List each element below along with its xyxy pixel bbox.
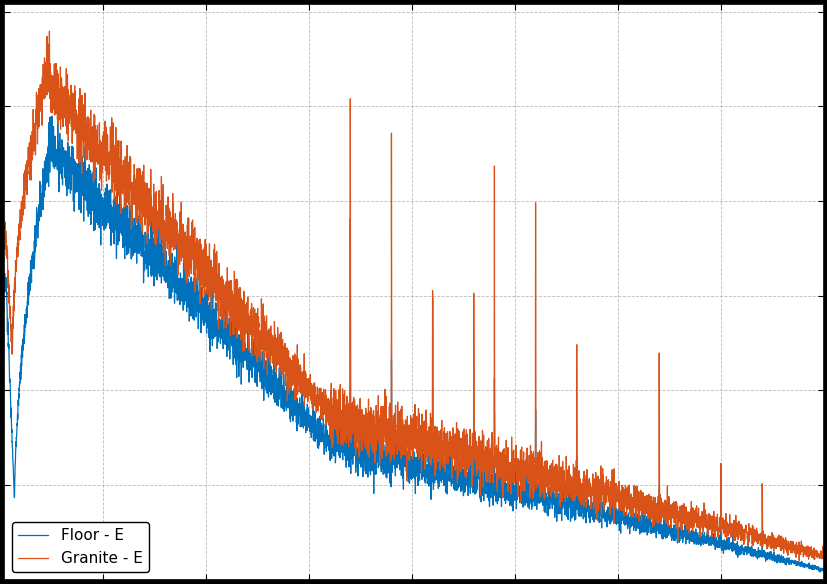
Legend: Floor - E, Granite - E: Floor - E, Granite - E (12, 522, 149, 572)
Floor - E (610, 509, 620, 516)
Floor - E (47, 113, 57, 120)
Floor - E (490, 498, 500, 505)
Floor - E (312, 444, 322, 451)
Granite - E (312, 388, 322, 395)
Floor - E (148, 235, 158, 242)
Floor - E (814, 568, 824, 575)
Granite - E (610, 486, 620, 493)
Floor - E (532, 489, 542, 496)
Granite - E (818, 551, 827, 558)
Line: Granite - E: Granite - E (4, 31, 823, 561)
Granite - E (45, 27, 55, 34)
Granite - E (793, 557, 803, 564)
Floor - E (0, 273, 9, 280)
Floor - E (672, 526, 682, 533)
Granite - E (672, 509, 682, 516)
Granite - E (532, 455, 542, 462)
Granite - E (0, 234, 9, 241)
Floor - E (818, 566, 827, 573)
Granite - E (148, 207, 158, 214)
Granite - E (490, 457, 500, 464)
Line: Floor - E: Floor - E (4, 116, 823, 572)
